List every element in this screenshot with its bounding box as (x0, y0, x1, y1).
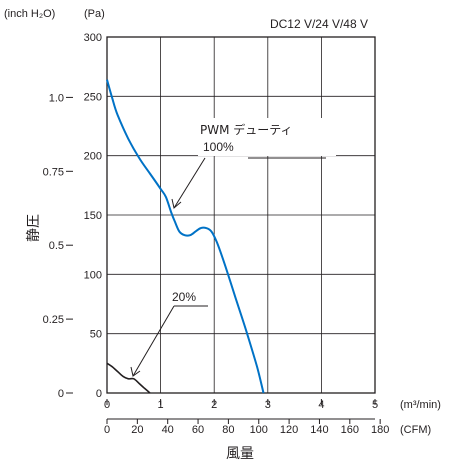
x-tick-label-cfm: 40 (162, 424, 174, 436)
y-tick-label-pa: 200 (84, 151, 102, 163)
y-tick-label-pa: 0 (96, 388, 102, 400)
x-tick-label-cfm: 0 (104, 424, 110, 436)
x-tick-label-m3min: 2 (211, 399, 217, 411)
y-tick-label-inch: 0.25 (43, 314, 64, 326)
grid-lines (107, 37, 375, 393)
x-tick-label-cfm: 80 (222, 424, 234, 436)
x-tick-label-cfm: 100 (250, 424, 268, 436)
y-tick-label-pa: 100 (84, 269, 102, 281)
y-unit-pa-label: (Pa) (84, 8, 105, 20)
x-unit-cfm-label: (CFM) (400, 424, 431, 436)
annotation-20-label: 20% (172, 290, 196, 304)
annotation-100-label: 100% (203, 140, 234, 154)
x-tick-label-cfm: 160 (341, 424, 359, 436)
y-tick-label-inch: 0 (58, 388, 64, 400)
x-tick-label-m3min: 0 (104, 399, 110, 411)
x-tick-label-cfm: 180 (371, 424, 389, 436)
x-unit-m3min-label: (m³/min) (400, 399, 441, 411)
y-tick-label-pa: 50 (90, 329, 102, 341)
plot-frame (106, 36, 376, 394)
x-tick-label-m3min: 1 (158, 399, 164, 411)
x-tick-label-cfm: 20 (131, 424, 143, 436)
x-axis-label: 風量 (226, 446, 254, 462)
series-line-20-percent (106, 362, 151, 394)
x-tick-label-cfm: 140 (310, 424, 328, 436)
annotation-20-arrow (132, 305, 175, 377)
x-tick-label-m3min: 5 (372, 399, 378, 411)
annotation-pwm-label: PWM デューティ (200, 122, 293, 137)
annotation-100-arrowhead (171, 198, 182, 209)
y-tick-label-inch: 0.75 (43, 166, 64, 178)
annotation-100-background (198, 118, 336, 156)
x-tick-label-cfm: 120 (280, 424, 298, 436)
y-tick-label-inch: 1.0 (49, 92, 64, 104)
series-curves (106, 79, 265, 394)
series-line-100-percent (106, 79, 265, 394)
x-tick-label-m3min: 3 (265, 399, 271, 411)
x-tick-label-m3min: 4 (318, 399, 324, 411)
y-tick-label-inch: 0.5 (49, 240, 64, 252)
y-tick-label-pa: 150 (84, 210, 102, 222)
voltage-label: DC12 V/24 V/48 V (270, 17, 368, 31)
x-tick-label-cfm: 60 (192, 424, 204, 436)
annotation-20-arrowhead (130, 366, 141, 377)
y-unit-inch-label: (inch H₂O) (4, 8, 55, 20)
y-tick-label-pa: 250 (84, 91, 102, 103)
y-tick-label-pa: 300 (84, 32, 102, 44)
y-axis-label: 静圧 (26, 214, 42, 242)
annotation-100-arrow (173, 157, 206, 209)
